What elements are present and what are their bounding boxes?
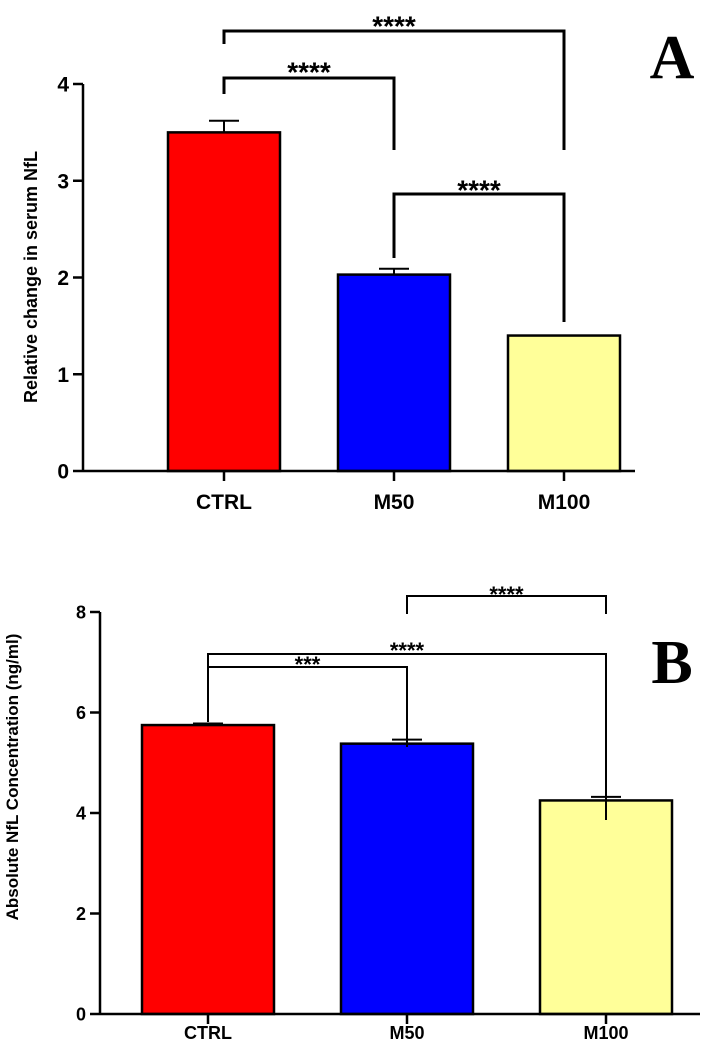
y-tick-label: 0 [57, 461, 69, 484]
x-tick-label-m50: M50 [389, 1023, 424, 1043]
x-tick-label-ctrl: CTRL [196, 491, 252, 514]
significance-label: **** [390, 638, 425, 663]
bar-m100 [506, 334, 622, 473]
significance-label: **** [457, 174, 501, 205]
bar-m50 [339, 742, 475, 1016]
y-tick-label: 6 [76, 703, 86, 723]
bar-ctrl [140, 723, 276, 1016]
y-tick-label: 2 [57, 267, 69, 290]
y-tick-label: 4 [76, 803, 86, 823]
significance-bracket [222, 76, 396, 150]
significance-bracket [207, 666, 408, 747]
x-tick-label-ctrl: CTRL [184, 1023, 232, 1043]
significance-label: **** [372, 10, 416, 41]
panel-b-letter: B [651, 629, 692, 697]
y-tick-label: 8 [76, 602, 86, 622]
y-tick-label: 1 [57, 364, 69, 387]
panel-a-letter: A [650, 24, 695, 92]
bar-ctrl [166, 131, 282, 473]
y-tick-label: 2 [76, 904, 86, 924]
significance-bracket [207, 653, 607, 820]
panel-a-chart: A 0 1 2 3 4 CTRL M50 M100 Relative change in ser… [21, 10, 695, 514]
significance-bracket [406, 595, 607, 614]
significance-label: **** [287, 56, 331, 87]
y-axis-title: Relative change in serum NfL [21, 151, 41, 403]
x-tick-label-m50: M50 [374, 491, 415, 514]
x-tick-label-m100: M100 [583, 1023, 628, 1043]
y-axis-title: Absolute NfL Concentration (ng/ml) [3, 634, 22, 921]
x-tick-label-m100: M100 [538, 491, 591, 514]
significance-label: *** [295, 652, 321, 677]
bar-m50 [336, 273, 452, 473]
panel-b-chart: B 0 2 4 6 8 CTRL M50 M100 Absolute NfL Concentra… [3, 582, 700, 1043]
y-tick-label: 0 [76, 1004, 86, 1024]
y-tick-label: 3 [57, 170, 69, 193]
significance-bracket [392, 192, 566, 322]
y-tick-label: 4 [57, 74, 69, 97]
significance-label: **** [489, 582, 524, 607]
significance-bracket [222, 29, 566, 150]
bar-m100 [538, 799, 674, 1016]
